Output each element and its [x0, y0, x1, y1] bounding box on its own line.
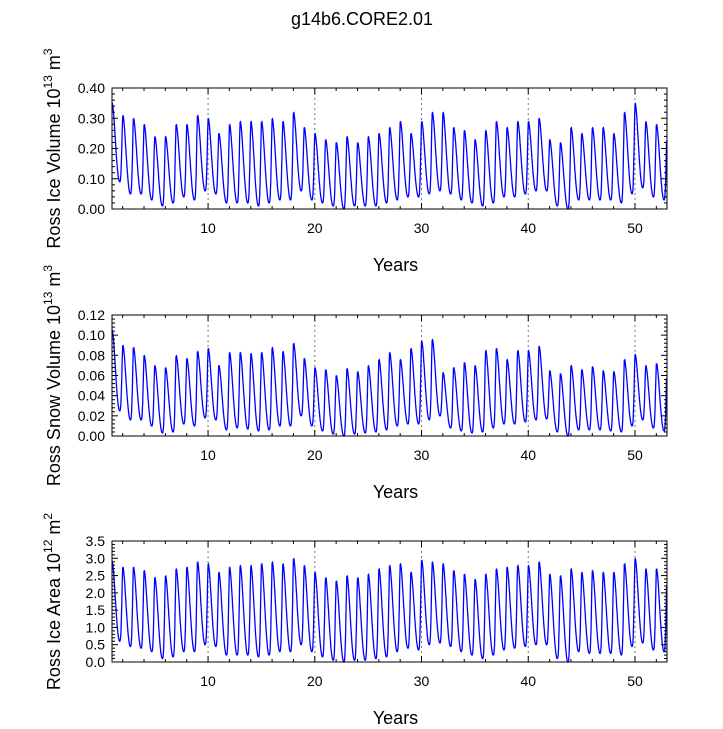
y-tick-label: 0.00 [78, 428, 105, 444]
x-tick-label: 50 [627, 447, 643, 463]
x-tick-label: 10 [200, 220, 216, 236]
y-tick-label: 1.5 [86, 602, 106, 618]
y-tick-label: 0.06 [78, 368, 105, 384]
y-tick-label: 0.08 [78, 347, 105, 363]
series-line [111, 557, 668, 663]
x-axis-label: Years [373, 708, 418, 724]
series-line [111, 329, 668, 437]
series-line [111, 102, 668, 210]
x-tick-label: 30 [414, 673, 430, 689]
figure-title: g14b6.CORE2.01 [291, 9, 433, 29]
y-tick-label: 0.30 [78, 110, 105, 126]
y-tick-label: 0.5 [86, 637, 106, 653]
y-tick-label: 0.00 [78, 201, 105, 217]
chart-panel-2: 10 20 30 40 50 0.00 0.02 0.04 0.06 0.08 0.10 0.12 Ye… [41, 265, 668, 502]
y-tick-label: 0.20 [78, 141, 105, 157]
y-axis-label: Ross Snow Volume 1013 m3 [41, 265, 64, 486]
x-tick-label: 50 [627, 220, 643, 236]
y-tick-label: 2.0 [86, 585, 106, 601]
x-axis-label: Years [373, 255, 418, 275]
y-tick-label: 0.40 [78, 80, 105, 96]
y-tick-label: 3.0 [86, 550, 106, 566]
x-tick-label: 30 [414, 447, 430, 463]
chart-panel-3: 10 20 30 40 50 0.00.5 1.01.52.02.5 3.03.5 Years R… [41, 513, 668, 728]
x-tick-label: 10 [200, 673, 216, 689]
x-tick-label: 10 [200, 447, 216, 463]
x-tick-label: 30 [414, 220, 430, 236]
y-tick-label: 1.0 [86, 619, 106, 635]
y-axis-label: Ross Ice Volume 1013 m3 [41, 48, 64, 248]
x-tick-label: 20 [307, 673, 323, 689]
x-tick-label: 50 [627, 673, 643, 689]
y-tick-label: 0.12 [78, 307, 105, 323]
x-tick-label: 40 [520, 673, 536, 689]
y-tick-label: 0.04 [78, 388, 105, 404]
y-tick-label: 0.10 [78, 171, 105, 187]
x-axis-label: Years [373, 482, 418, 502]
y-tick-label: 0.0 [86, 654, 106, 670]
chart-panel-1: 10 20 30 40 50 0.00 0.10 0.20 0.30 0.40 Years Ross … [41, 48, 668, 275]
y-tick-label: 2.5 [86, 568, 106, 584]
y-tick-label: 0.02 [78, 408, 105, 424]
x-tick-label: 40 [520, 447, 536, 463]
y-axis-label: Ross Ice Area 1012 m2 [41, 513, 64, 690]
x-tick-label: 20 [307, 220, 323, 236]
y-tick-label: 0.10 [78, 327, 105, 343]
x-tick-label: 20 [307, 447, 323, 463]
x-tick-label: 40 [520, 220, 536, 236]
y-tick-label: 3.5 [86, 533, 106, 549]
plot-frame [111, 540, 668, 663]
